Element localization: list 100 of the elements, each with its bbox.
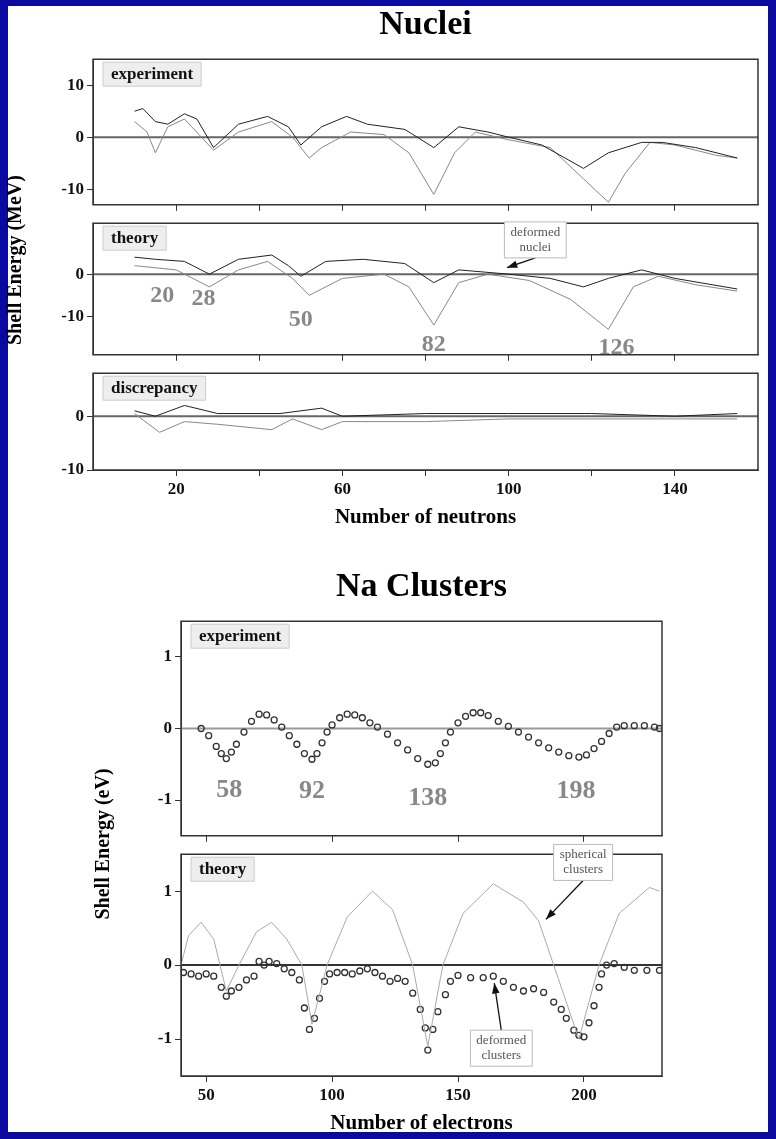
- point: [270, 716, 278, 724]
- point: [255, 710, 263, 718]
- point: [240, 728, 248, 736]
- x-tick-label: 150: [445, 1084, 471, 1104]
- point: [640, 721, 649, 730]
- y-tick-label: -1: [157, 789, 172, 809]
- point: [582, 751, 591, 759]
- x-tick-label: 200: [571, 1084, 597, 1104]
- point: [328, 721, 336, 729]
- chart-subtitle: theory: [111, 227, 159, 247]
- point: [620, 721, 628, 730]
- point: [232, 740, 241, 748]
- y-tick-label: -10: [61, 305, 84, 325]
- point: [650, 723, 659, 731]
- point: [366, 719, 374, 727]
- y-tick-label: -10: [61, 459, 84, 479]
- y-tick-label: 0: [163, 717, 172, 737]
- point: [262, 711, 271, 719]
- y-tick-label: 0: [75, 263, 84, 283]
- x-tick-label: 50: [197, 1084, 215, 1104]
- point: [484, 711, 492, 720]
- chart-subtitle: discrepancy: [111, 377, 199, 397]
- point: [247, 717, 256, 725]
- point: [217, 749, 225, 758]
- y-tick-label: -10: [61, 178, 84, 198]
- x-tick-label: 100: [319, 1084, 345, 1104]
- point: [424, 760, 432, 768]
- point: [414, 754, 422, 763]
- y-tick-label: 1: [163, 646, 172, 666]
- point: [393, 739, 402, 747]
- annotation: 92: [298, 774, 325, 804]
- annotation: deformed nuclei: [510, 223, 561, 254]
- point: [300, 749, 309, 758]
- point: [630, 721, 638, 730]
- point: [446, 728, 455, 736]
- y-tick-label: 0: [75, 126, 84, 146]
- point: [373, 723, 382, 731]
- x-tick-label: 100: [495, 478, 522, 498]
- point: [454, 719, 462, 727]
- chart-subtitle: experiment: [111, 63, 194, 83]
- point: [504, 722, 513, 730]
- annotation: 50: [288, 305, 313, 332]
- annotation: 20: [150, 281, 175, 308]
- chart-subtitle: theory: [199, 858, 247, 878]
- point: [494, 717, 502, 725]
- point: [441, 739, 450, 747]
- y-tick-label: 0: [163, 954, 172, 974]
- point: [436, 749, 445, 758]
- point: [227, 748, 236, 756]
- point: [343, 710, 351, 718]
- point: [285, 732, 293, 740]
- annotation: 138: [408, 781, 448, 811]
- annotation: 28: [191, 284, 216, 311]
- y-tick-label: 10: [67, 74, 84, 94]
- point: [308, 755, 316, 763]
- y-tick-label: -1: [157, 1028, 172, 1048]
- point: [469, 709, 477, 717]
- x-tick-label: 60: [333, 478, 351, 498]
- point: [431, 759, 439, 767]
- point: [655, 724, 662, 733]
- y-axis-title: Shell Energy (eV): [91, 767, 115, 922]
- point: [336, 714, 344, 722]
- chart-title: Na Clusters: [335, 566, 508, 604]
- point: [323, 728, 331, 736]
- point: [590, 744, 598, 753]
- y-axis-title: Shell Energy (MeV): [3, 174, 27, 347]
- chart-subtitle: experiment: [199, 625, 282, 645]
- point: [212, 742, 220, 751]
- annotation: spherical clusters: [559, 846, 607, 877]
- point: [555, 748, 563, 756]
- point: [318, 739, 326, 747]
- point: [404, 746, 412, 754]
- x-axis-title: Number of electrons: [329, 1110, 514, 1135]
- x-tick-label: 140: [662, 478, 688, 498]
- x-tick-label: 20: [167, 478, 185, 498]
- annotation: 126: [598, 332, 635, 359]
- point: [575, 753, 583, 761]
- annotation: 58: [216, 774, 243, 804]
- point: [597, 737, 606, 746]
- y-tick-label: 0: [75, 405, 84, 425]
- point: [534, 739, 543, 747]
- point: [222, 754, 230, 763]
- y-tick-label: 1: [163, 880, 172, 900]
- point: [358, 714, 366, 722]
- x-axis-title: Number of neutrons: [333, 504, 518, 529]
- point: [205, 732, 213, 740]
- point: [278, 723, 286, 731]
- point: [524, 733, 533, 741]
- point: [613, 723, 621, 731]
- point: [197, 724, 205, 733]
- annotation: 82: [421, 330, 446, 357]
- point: [293, 740, 301, 748]
- point: [565, 752, 573, 760]
- point: [477, 709, 485, 717]
- annotation: 198: [556, 774, 596, 804]
- point: [605, 729, 613, 738]
- point: [461, 712, 470, 720]
- point: [351, 711, 359, 719]
- point: [313, 749, 321, 758]
- point: [514, 728, 523, 736]
